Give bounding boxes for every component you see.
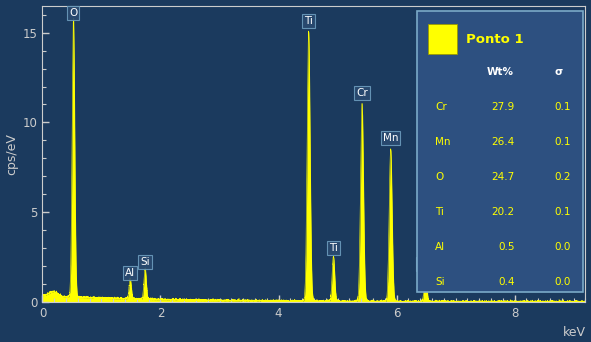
- Text: 20.2: 20.2: [492, 208, 515, 218]
- Text: Cr: Cr: [435, 102, 447, 113]
- Text: Ti: Ti: [304, 16, 313, 26]
- Text: σ: σ: [554, 67, 563, 77]
- Text: 0.4: 0.4: [498, 277, 515, 288]
- FancyBboxPatch shape: [428, 24, 457, 54]
- Text: Ti: Ti: [329, 243, 338, 253]
- Text: 0.2: 0.2: [554, 172, 571, 182]
- Text: Mn: Mn: [418, 259, 433, 269]
- Text: Al: Al: [125, 268, 135, 278]
- Text: 26.4: 26.4: [492, 137, 515, 147]
- Text: Mn: Mn: [435, 137, 450, 147]
- Text: O: O: [435, 172, 443, 182]
- Y-axis label: cps/eV: cps/eV: [5, 133, 18, 175]
- Text: 0.0: 0.0: [554, 242, 571, 252]
- Text: Si: Si: [140, 257, 150, 267]
- Text: keV: keV: [563, 326, 586, 339]
- Text: Mn: Mn: [383, 133, 398, 143]
- Text: 0.1: 0.1: [554, 137, 571, 147]
- Text: Ti: Ti: [435, 208, 444, 218]
- FancyBboxPatch shape: [417, 12, 583, 292]
- Text: 0.1: 0.1: [554, 208, 571, 218]
- Text: Ponto 1: Ponto 1: [466, 33, 524, 46]
- Text: Si: Si: [435, 277, 444, 288]
- Text: Wt%: Wt%: [487, 67, 514, 77]
- Text: Al: Al: [435, 242, 445, 252]
- Text: 0.1: 0.1: [554, 102, 571, 113]
- Text: 27.9: 27.9: [492, 102, 515, 113]
- Text: 0.0: 0.0: [554, 277, 571, 288]
- Text: 24.7: 24.7: [492, 172, 515, 182]
- Text: 0.5: 0.5: [498, 242, 515, 252]
- Text: O: O: [69, 8, 77, 18]
- Text: Cr: Cr: [356, 88, 368, 98]
